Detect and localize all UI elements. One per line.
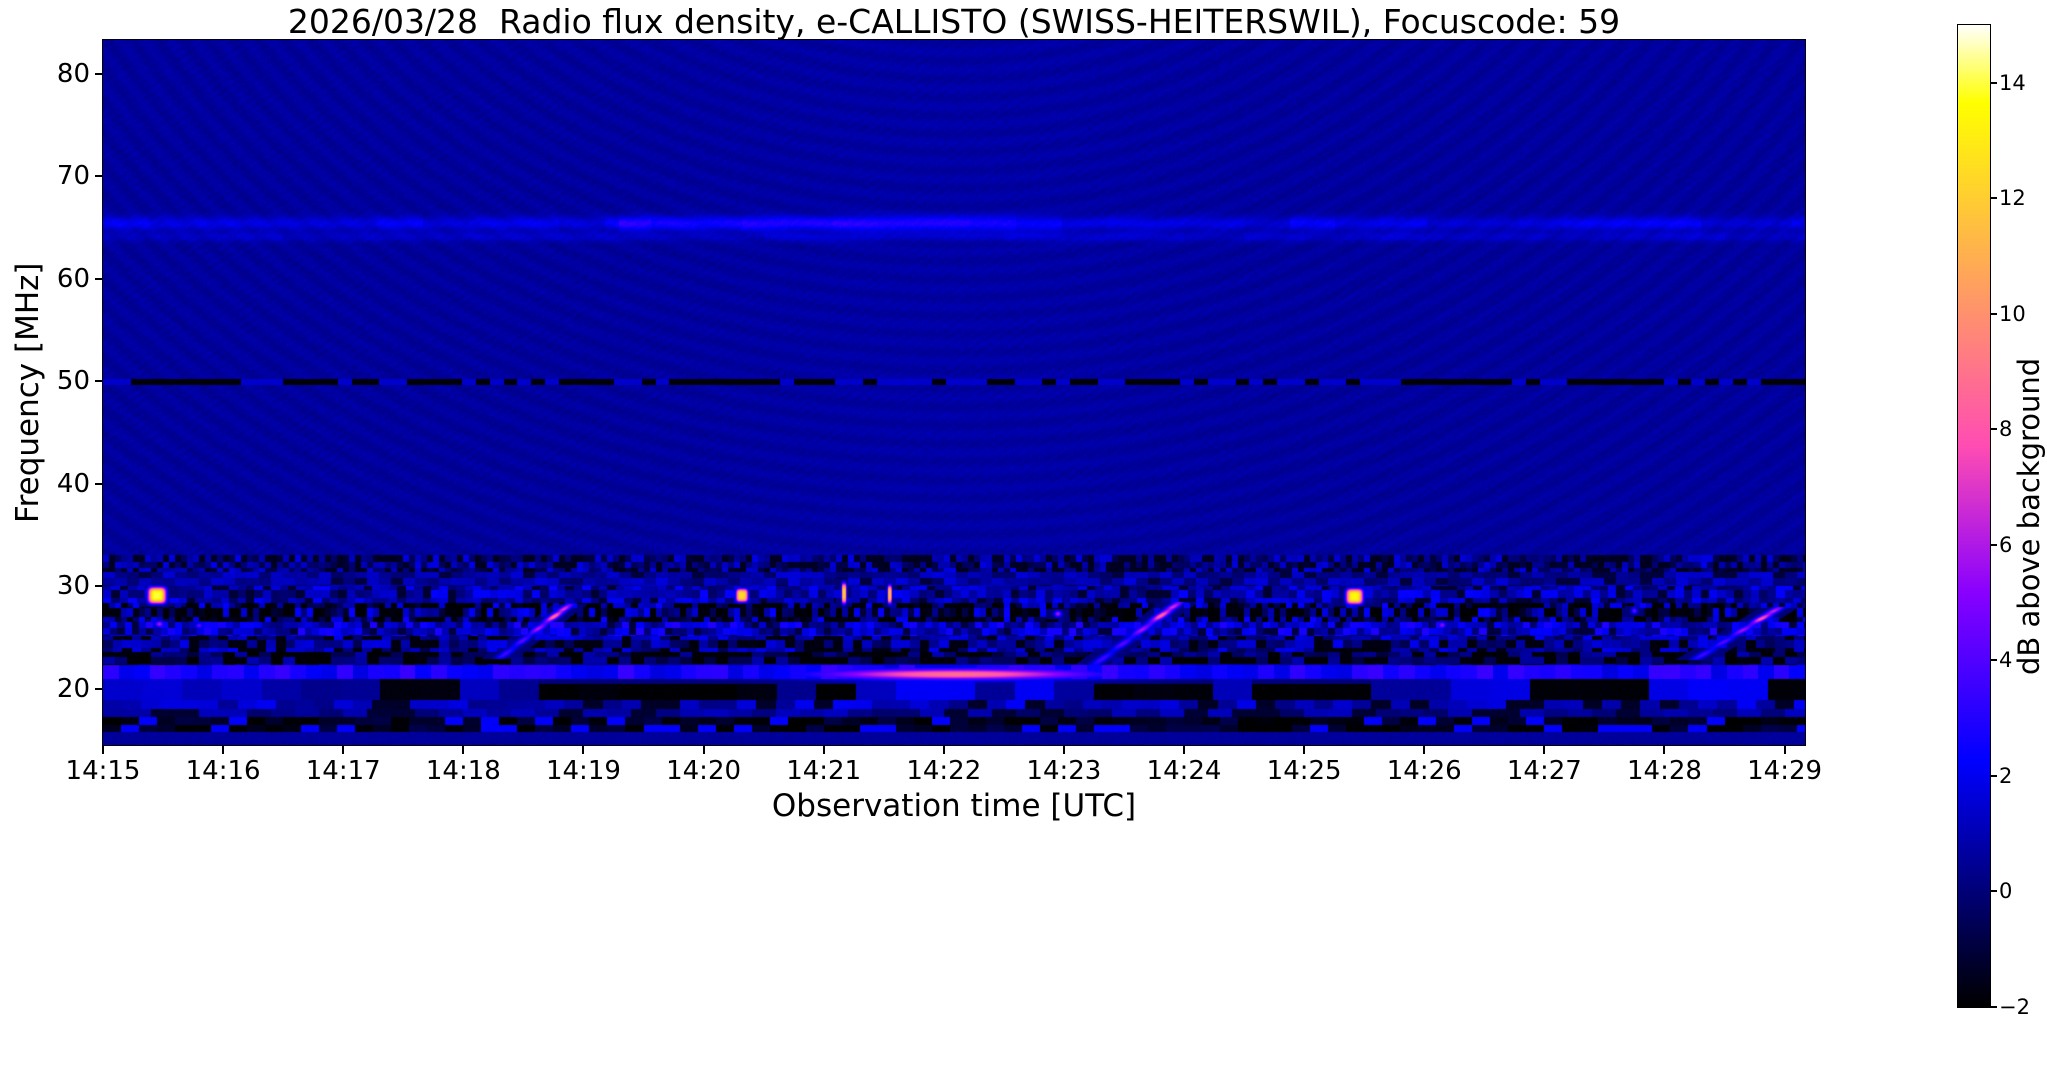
x-axis-label: Observation time [UTC] [771,788,1137,824]
x-tick-mark [342,746,345,754]
y-tick-mark [95,482,103,485]
colorbar-tick-label: −2 [1999,995,2030,1019]
x-tick-label: 14:28 [1626,756,1702,786]
x-tick-label: 14:24 [1146,756,1222,786]
x-tick-mark [822,746,825,754]
x-tick-label: 14:22 [906,756,982,786]
colorbar-tick-mark [1990,774,1997,777]
x-tick-label: 14:20 [666,756,742,786]
x-tick-label: 14:27 [1506,756,1582,786]
colorbar-label: dB above background [2012,357,2046,675]
x-tick-label: 14:16 [185,756,261,786]
x-tick-mark [942,746,945,754]
x-tick-mark [1423,746,1426,754]
y-tick-label: 20 [56,673,90,704]
colorbar-tick-mark [1990,890,1997,893]
chart-title: 2026/03/28 Radio flux density, e-CALLIST… [287,2,1621,41]
y-tick-label: 30 [56,571,90,602]
x-tick-mark [1543,746,1546,754]
x-tick-label: 14:15 [65,756,141,786]
y-tick-mark [95,175,103,178]
colorbar [1957,24,1991,1008]
x-tick-mark [102,746,104,754]
x-tick-mark [1663,746,1666,754]
y-tick-label: 40 [56,468,90,499]
x-tick-label: 14:17 [305,756,381,786]
colorbar-tick-label: 14 [1999,70,2026,95]
x-tick-label: 14:29 [1747,756,1823,786]
y-tick-mark [95,380,103,383]
x-tick-label: 14:19 [545,756,621,786]
colorbar-tick-mark [1990,1006,1997,1008]
x-tick-mark [1062,746,1065,754]
colorbar-tick-label: 10 [1999,301,2026,326]
y-tick-label: 60 [56,263,90,294]
x-tick-label: 14:25 [1266,756,1342,786]
y-tick-label: 70 [56,161,90,192]
colorbar-tick-mark [1990,659,1997,662]
y-tick-mark [95,585,103,588]
colorbar-tick-mark [1990,197,1997,200]
x-tick-mark [702,746,705,754]
y-tick-label: 50 [56,366,90,397]
colorbar-tick-label: 12 [1999,186,2026,211]
colorbar-tick-mark [1990,81,1997,84]
colorbar-tick-label: 0 [1999,879,2013,904]
spectrogram-heatmap [102,39,1806,746]
x-tick-label: 14:18 [425,756,501,786]
colorbar-tick-label: 2 [1999,763,2013,788]
colorbar-tick-label: 6 [1999,532,2013,557]
y-tick-mark [95,72,103,75]
y-tick-mark [95,687,103,690]
x-tick-mark [222,746,225,754]
x-tick-label: 14:26 [1386,756,1462,786]
x-tick-label: 14:21 [786,756,862,786]
x-tick-mark [582,746,585,754]
colorbar-tick-label: 4 [1999,648,2013,673]
y-tick-mark [95,277,103,280]
x-tick-mark [1183,746,1186,754]
x-tick-label: 14:23 [1026,756,1102,786]
colorbar-tick-label: 8 [1999,417,2013,442]
y-tick-label: 80 [56,58,90,89]
colorbar-tick-mark [1990,312,1997,315]
colorbar-tick-mark [1990,543,1997,546]
colorbar-tick-mark [1990,428,1997,431]
x-tick-mark [1303,746,1306,754]
x-tick-mark [462,746,465,754]
x-tick-mark [1783,746,1786,754]
